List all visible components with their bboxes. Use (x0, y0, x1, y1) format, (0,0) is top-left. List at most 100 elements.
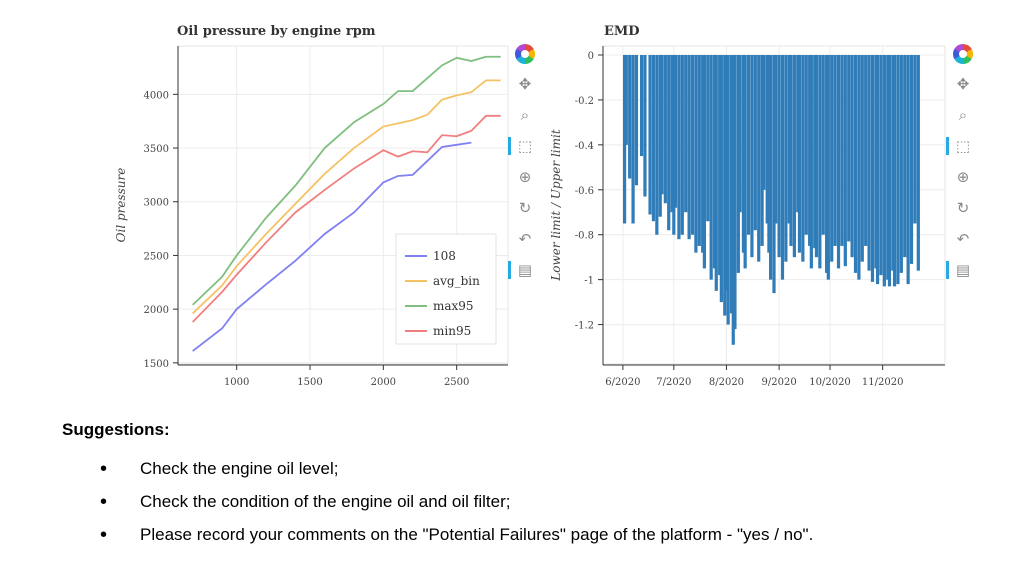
emd-bar (857, 54, 861, 280)
y-tick-label: -1 (584, 276, 594, 287)
emd-bar (677, 54, 681, 240)
oil-ticks: 1000 1500 2000 2500 1500 2000 2500 3000 3500 4000 (144, 90, 470, 388)
emd-bar (753, 54, 757, 231)
emd-bar (719, 54, 723, 303)
undo-icon[interactable]: ↶ (518, 230, 532, 248)
emd-bar (818, 54, 822, 269)
emd-bar (670, 54, 674, 213)
emd-bar (780, 54, 785, 280)
pan-icon[interactable]: ✥ (518, 75, 532, 93)
y-tick-label: 4000 (144, 90, 169, 101)
emd-grid (603, 46, 945, 365)
emd-bar (913, 54, 917, 224)
emd-bar (634, 54, 639, 186)
y-tick-label: 0 (588, 51, 594, 62)
emd-bar (887, 54, 892, 287)
emd-bar (789, 54, 793, 246)
emd-bar (731, 54, 735, 345)
emd-bar (808, 54, 812, 246)
emd-bar (774, 54, 778, 224)
x-tick-label: 11/2020 (862, 377, 904, 388)
emd-bar (631, 54, 635, 224)
box-zoom-icon[interactable]: ⌕ (520, 106, 530, 124)
emd-bar (843, 54, 847, 267)
x-tick-label: 1000 (224, 377, 249, 388)
emd-bar (860, 54, 864, 262)
emd-bar (821, 54, 825, 235)
emd-bar (870, 54, 875, 282)
bokeh-logo-icon[interactable] (515, 44, 535, 64)
box-zoom-icon[interactable]: ⌕ (958, 106, 968, 124)
emd-bar (628, 54, 632, 179)
emd-bar (886, 54, 890, 280)
emd-bar (840, 54, 844, 246)
emd-bar (651, 54, 656, 222)
emd-bar (680, 54, 684, 235)
emd-bar (833, 54, 837, 246)
save-icon[interactable]: ▤ (946, 259, 974, 281)
y-tick-label: -1.2 (575, 321, 594, 332)
box-select-icon[interactable]: ⬚ (508, 135, 536, 157)
emd-y-axis-label: Lower limit / Upper limit (549, 129, 563, 282)
emd-bar (767, 54, 771, 253)
emd-bar (697, 54, 701, 246)
emd-bar (663, 54, 667, 204)
y-tick-label: -0.6 (575, 186, 594, 197)
legend-label: max95 (433, 299, 474, 313)
emd-bar (724, 54, 729, 291)
oil-legend: 108 avg_bin max95 min95 (395, 233, 497, 345)
x-tick-label: 2500 (444, 377, 469, 388)
x-tick-label: 1500 (297, 377, 322, 388)
series-line-min95 (192, 114, 501, 323)
emd-bar (738, 54, 742, 213)
emd-bar (746, 54, 751, 235)
emd-bar (796, 54, 800, 213)
emd-bar (673, 54, 678, 208)
legend-box (395, 233, 497, 345)
emd-bar (769, 54, 773, 280)
emd-ticks: 0 -0.2 -0.4 -0.6 -0.8 -1 -1.2 6/2020 7/2020 8/202… (575, 51, 904, 388)
oil-y-axis-label: Oil pressure (114, 168, 128, 243)
save-icon[interactable]: ▤ (508, 259, 536, 281)
emd-bar (864, 54, 868, 246)
undo-icon[interactable]: ↶ (956, 230, 970, 248)
emd-bar (813, 54, 817, 249)
x-tick-label: 8/2020 (709, 377, 744, 388)
emd-bar (772, 54, 776, 294)
wheel-zoom-icon[interactable]: ⊕ (956, 168, 970, 186)
emd-bar (667, 54, 671, 231)
y-tick-label: 2000 (144, 305, 169, 316)
wheel-zoom-icon[interactable]: ⊕ (518, 168, 532, 186)
emd-bar (712, 54, 717, 269)
box-select-icon[interactable]: ⬚ (946, 135, 974, 157)
reset-icon[interactable]: ↻ (518, 199, 532, 217)
emd-bar (701, 54, 705, 253)
emd-bar (694, 54, 698, 253)
emd-bar (891, 54, 895, 271)
emd-bar (643, 54, 647, 197)
emd-bar (672, 54, 676, 235)
emd-bar (826, 54, 830, 280)
suggestion-item: Check the condition of the engine oil an… (62, 491, 813, 524)
emd-bar (762, 54, 766, 190)
emd-bar (709, 54, 713, 280)
emd-bar (882, 54, 886, 287)
emd-bars-group (622, 54, 920, 345)
emd-bar (639, 54, 644, 157)
oil-chart-toolbar: ✥ ⌕ ⬚ ⊕ ↻ ↶ ▤ (508, 44, 540, 290)
bokeh-logo-icon[interactable] (953, 44, 973, 64)
y-tick-label: -0.4 (575, 141, 594, 152)
emd-bar (875, 54, 880, 285)
pan-icon[interactable]: ✥ (956, 75, 970, 93)
emd-bar (702, 54, 706, 269)
emd-bar (750, 54, 754, 258)
oil-series-group (192, 55, 501, 352)
x-tick-label: 6/2020 (605, 377, 640, 388)
emd-bar (903, 54, 907, 258)
emd-bar (684, 54, 688, 213)
emd-plot-frame (602, 45, 946, 365)
reset-icon[interactable]: ↻ (956, 199, 970, 217)
emd-bar (825, 54, 829, 273)
suggestions-section: Suggestions: Check the engine oil level;… (62, 420, 813, 557)
emd-bar (916, 54, 920, 271)
